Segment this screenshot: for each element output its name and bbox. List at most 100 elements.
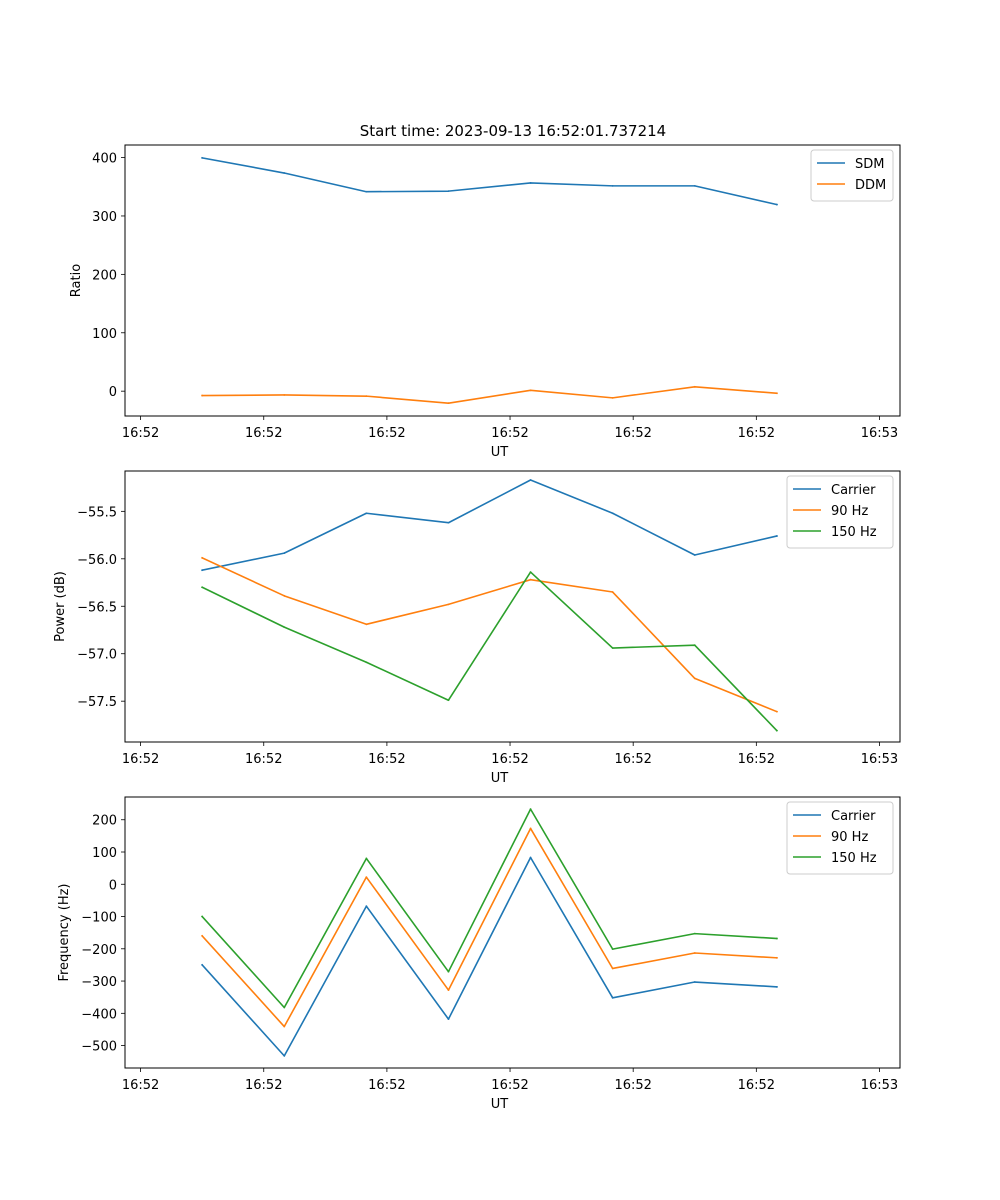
axes-frame-3 [124, 796, 901, 1069]
data-point-3-3-4 [447, 970, 450, 973]
legend-label-1-1: SDM [855, 157, 884, 172]
data-point-3-2-1 [201, 934, 204, 937]
data-point-3-3-3 [365, 857, 368, 860]
data-point-3-3-5 [529, 808, 532, 810]
data-point-2-2-5 [529, 578, 532, 581]
legend-label-1-2: DDM [855, 178, 886, 193]
data-point-1-2-1 [201, 394, 204, 397]
legend-label-2-2: 90 Hz [831, 504, 868, 519]
data-point-3-1-4 [447, 1018, 450, 1021]
y-tick-label-3-1: −500 [81, 1040, 117, 1055]
data-point-2-2-8 [775, 710, 778, 713]
x-tick-label-3-1: 16:52 [122, 1078, 159, 1093]
x-tick-label-1-3: 16:52 [368, 426, 405, 441]
data-point-2-1-8 [775, 535, 778, 537]
x-axis-label-3: UT [491, 1097, 509, 1112]
x-axis-label-1: UT [491, 445, 509, 460]
y-tick-label-1-4: 300 [92, 210, 117, 225]
data-point-3-2-3 [365, 876, 368, 879]
data-point-3-2-8 [775, 956, 778, 959]
data-point-1-1-2 [283, 172, 286, 174]
legend-box-2 [786, 475, 894, 549]
legend-label-2-1: Carrier [831, 483, 876, 498]
data-point-2-1-6 [611, 512, 614, 515]
series-line-2-1 [201, 479, 778, 572]
series-line-2-2 [201, 556, 778, 713]
data-point-1-1-8 [775, 203, 778, 206]
axes-frame-1 [124, 144, 901, 417]
data-point-2-3-3 [365, 661, 368, 664]
legend-box-3 [786, 801, 894, 875]
data-point-2-2-1 [201, 556, 204, 559]
data-point-2-3-6 [611, 647, 614, 649]
y-tick-label-3-3: −300 [81, 975, 117, 990]
series-line-3-2 [201, 827, 778, 1028]
y-tick-label-3-8: 200 [92, 814, 117, 829]
y-tick-label-1-3: 200 [92, 268, 117, 283]
x-tick-label-2-5: 16:52 [614, 752, 651, 767]
data-point-2-3-1 [201, 586, 204, 589]
data-point-1-2-3 [365, 395, 368, 398]
x-tick-label-3-3: 16:52 [368, 1078, 405, 1093]
x-tick-label-1-1: 16:52 [122, 426, 159, 441]
data-point-3-1-3 [365, 905, 368, 908]
series-line-3-1 [201, 856, 778, 1057]
x-tick-label-3-7: 16:53 [861, 1078, 898, 1093]
data-point-2-2-3 [365, 623, 368, 626]
data-point-2-1-5 [529, 479, 532, 481]
data-point-1-1-6 [611, 184, 614, 187]
data-point-3-2-2 [283, 1025, 286, 1028]
data-point-1-2-7 [693, 385, 696, 388]
y-tick-label-3-7: 100 [92, 846, 117, 861]
legend-label-3-3: 150 Hz [831, 851, 877, 866]
y-axis-label-3: Frequency (Hz) [57, 883, 72, 981]
data-point-2-3-4 [447, 699, 450, 702]
legend-1: SDM DDM [810, 149, 894, 202]
data-point-2-1-4 [447, 521, 450, 524]
y-tick-label-1-5: 400 [92, 152, 117, 167]
data-point-2-2-6 [611, 591, 614, 593]
data-point-3-1-5 [529, 856, 532, 859]
series-line-1-2 [201, 385, 778, 404]
data-point-2-1-1 [201, 569, 204, 572]
data-point-1-2-4 [447, 402, 450, 405]
legend-label-3-1: Carrier [831, 809, 876, 824]
y-tick-label-2-1: −57.5 [77, 695, 117, 710]
data-point-3-2-7 [693, 952, 696, 954]
x-tick-label-1-7: 16:53 [861, 426, 898, 441]
y-tick-label-2-4: −56.0 [77, 553, 117, 568]
data-point-3-1-8 [775, 985, 778, 988]
legend-2: Carrier 90 Hz 150 Hz [786, 475, 894, 549]
data-point-1-1-4 [447, 190, 450, 193]
panel-1: 16:52 16:52 16:52 16:52 16:52 16:52 16:53 0 100 2… [69, 144, 901, 460]
series-line-2-3 [201, 571, 778, 732]
panel-3: 16:52 16:52 16:52 16:52 16:52 16:52 16:53 −500 −… [57, 796, 901, 1112]
y-tick-label-3-5: −100 [81, 911, 117, 926]
x-tick-label-3-5: 16:52 [614, 1078, 651, 1093]
data-point-3-3-7 [693, 932, 696, 935]
legend-label-3-2: 90 Hz [831, 830, 868, 845]
data-point-2-2-4 [447, 603, 450, 606]
data-point-1-2-5 [529, 389, 532, 392]
x-tick-label-2-7: 16:53 [861, 752, 898, 767]
y-tick-label-1-1: 0 [109, 385, 117, 400]
x-tick-label-2-3: 16:52 [368, 752, 405, 767]
x-tick-label-1-5: 16:52 [614, 426, 651, 441]
data-point-3-1-7 [693, 981, 696, 983]
data-point-2-2-7 [693, 677, 696, 680]
data-point-1-2-8 [775, 392, 778, 395]
data-point-1-1-1 [201, 156, 204, 159]
data-point-1-1-3 [365, 190, 368, 193]
x-tick-label-2-1: 16:52 [122, 752, 159, 767]
x-tick-label-2-4: 16:52 [491, 752, 528, 767]
figure-title: Start time: 2023-09-13 16:52:01.737214 [360, 122, 666, 140]
data-point-2-3-8 [775, 729, 778, 732]
data-point-2-3-2 [283, 626, 286, 629]
data-point-2-3-5 [529, 571, 532, 573]
x-tick-label-1-2: 16:52 [245, 426, 282, 441]
data-point-3-1-6 [611, 996, 614, 999]
data-point-3-3-8 [775, 937, 778, 940]
x-axis-label-2: UT [491, 771, 509, 786]
data-point-3-1-2 [283, 1055, 286, 1057]
